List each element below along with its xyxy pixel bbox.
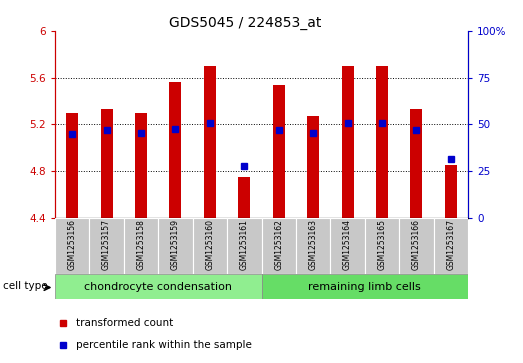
Bar bbox=[445, 165, 457, 218]
Text: GSM1253162: GSM1253162 bbox=[274, 220, 283, 270]
Bar bbox=[158, 218, 192, 274]
Bar bbox=[399, 218, 434, 274]
Bar bbox=[135, 113, 147, 218]
Text: GSM1253163: GSM1253163 bbox=[309, 220, 317, 270]
Bar bbox=[55, 274, 262, 299]
Text: GSM1253160: GSM1253160 bbox=[206, 220, 214, 270]
Text: GSM1253156: GSM1253156 bbox=[67, 220, 77, 270]
Text: cell type: cell type bbox=[3, 281, 47, 291]
Text: chondrocyte condensation: chondrocyte condensation bbox=[84, 282, 232, 292]
Bar bbox=[100, 109, 112, 218]
Bar bbox=[342, 66, 354, 218]
Text: GSM1253161: GSM1253161 bbox=[240, 220, 249, 270]
Bar bbox=[204, 66, 216, 218]
Text: remaining limb cells: remaining limb cells bbox=[309, 282, 421, 292]
Bar bbox=[89, 218, 124, 274]
Bar bbox=[307, 116, 319, 218]
Bar bbox=[262, 218, 296, 274]
Text: GSM1253164: GSM1253164 bbox=[343, 220, 352, 270]
Bar bbox=[124, 218, 158, 274]
Title: GDS5045 / 224853_at: GDS5045 / 224853_at bbox=[169, 16, 321, 30]
Text: GSM1253157: GSM1253157 bbox=[102, 220, 111, 270]
Text: GSM1253158: GSM1253158 bbox=[137, 220, 145, 270]
Bar bbox=[272, 85, 285, 218]
Text: transformed count: transformed count bbox=[75, 318, 173, 328]
Text: percentile rank within the sample: percentile rank within the sample bbox=[75, 340, 252, 350]
Text: GSM1253165: GSM1253165 bbox=[378, 220, 386, 270]
Bar bbox=[227, 218, 262, 274]
Bar bbox=[238, 177, 251, 218]
Bar bbox=[169, 82, 181, 218]
Bar bbox=[192, 218, 227, 274]
Bar bbox=[262, 274, 468, 299]
Bar bbox=[296, 218, 331, 274]
Bar bbox=[376, 66, 388, 218]
Bar bbox=[365, 218, 399, 274]
Bar bbox=[55, 218, 89, 274]
Text: GSM1253167: GSM1253167 bbox=[446, 220, 456, 270]
Text: GSM1253159: GSM1253159 bbox=[171, 220, 180, 270]
Bar bbox=[66, 113, 78, 218]
Bar bbox=[434, 218, 468, 274]
Bar bbox=[411, 109, 423, 218]
Bar bbox=[331, 218, 365, 274]
Text: GSM1253166: GSM1253166 bbox=[412, 220, 421, 270]
